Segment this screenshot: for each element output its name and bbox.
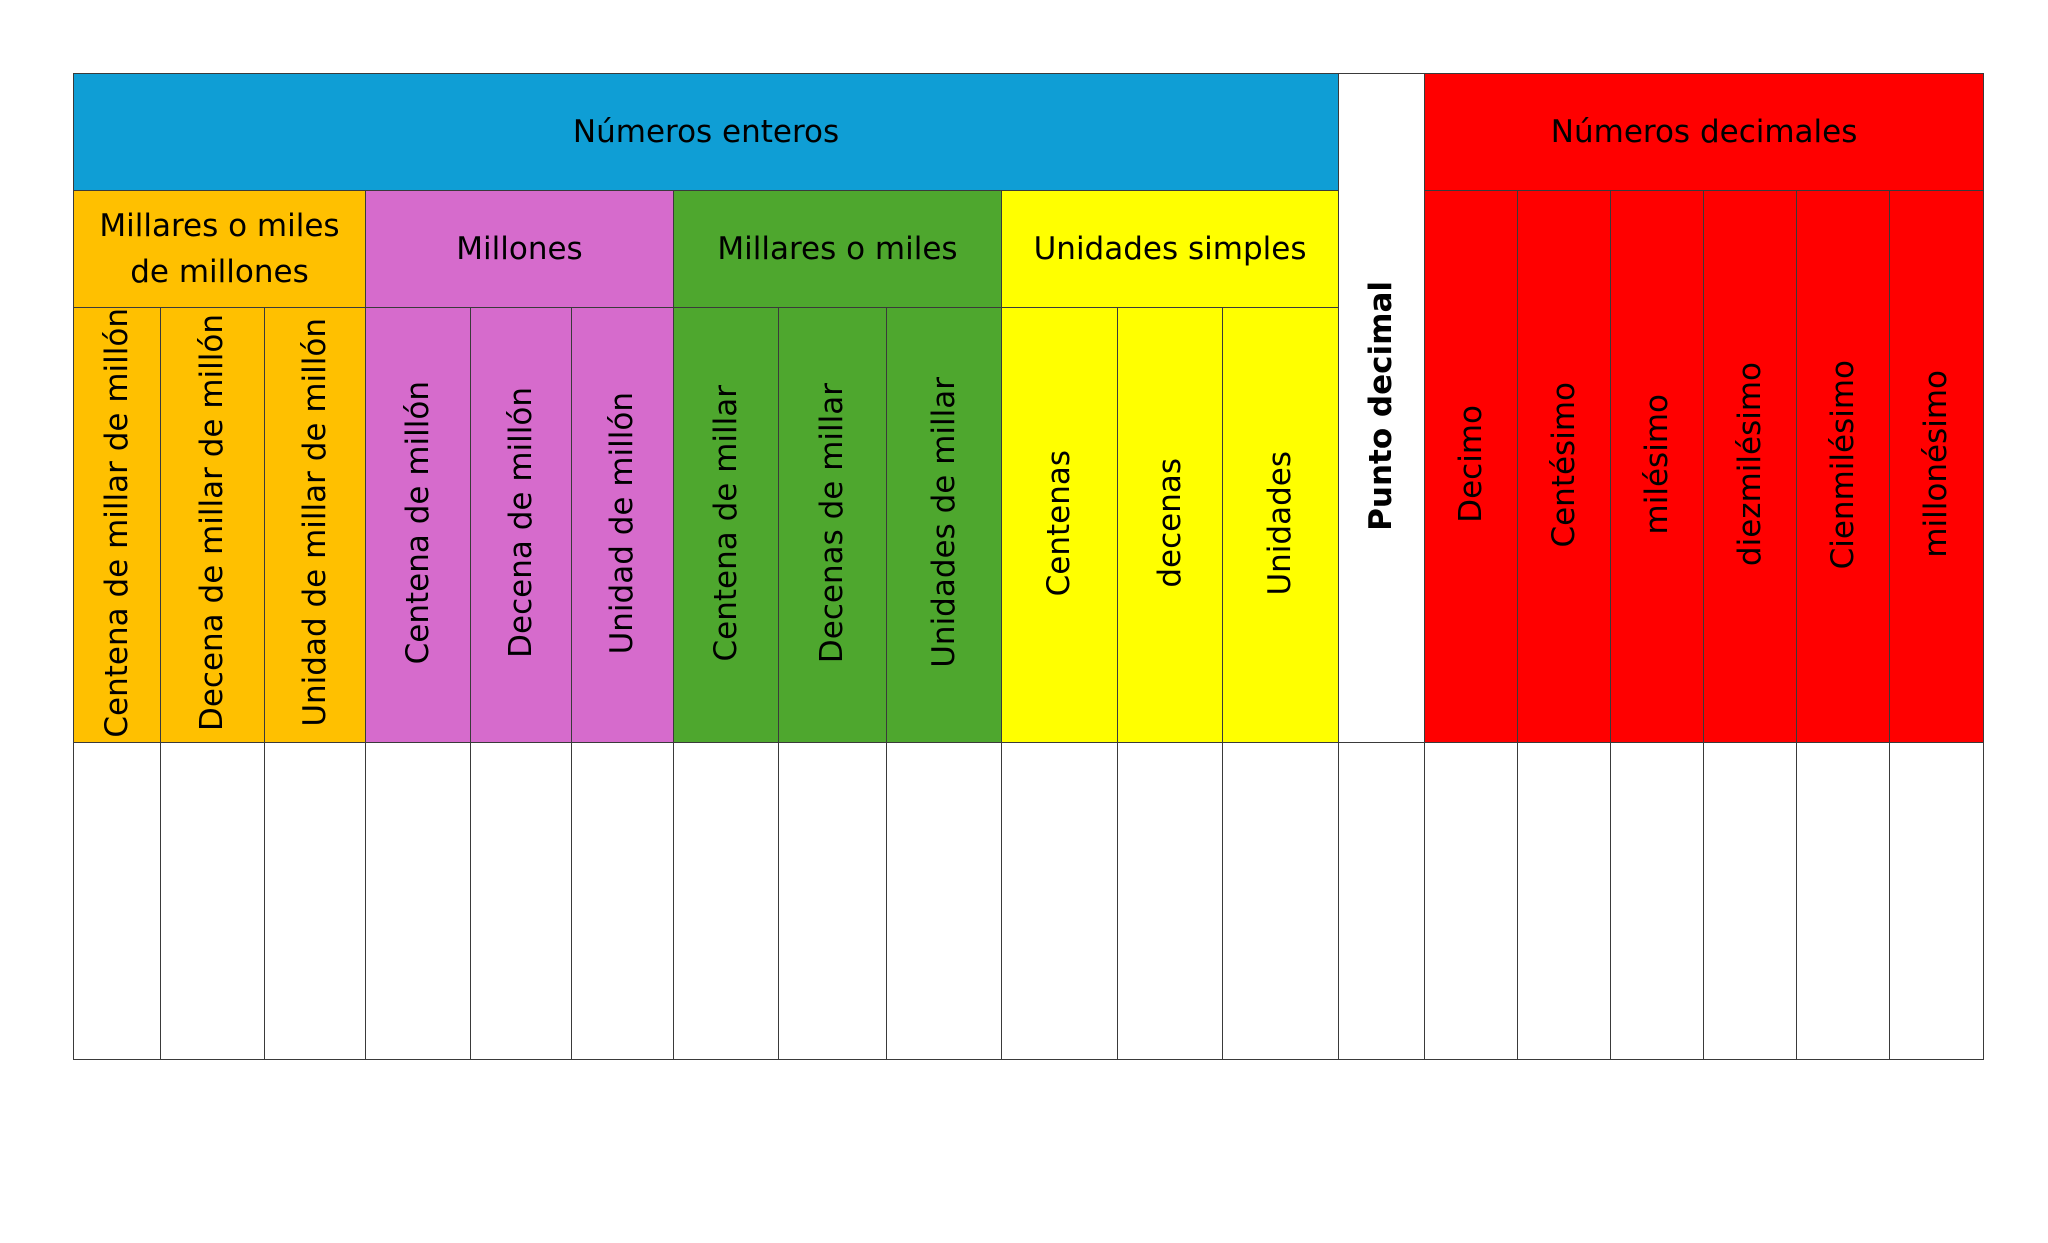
header-numeros-enteros: Números enteros — [72, 73, 1340, 191]
group-miles: Millares o miles — [673, 190, 1002, 308]
entry-cell[interactable] — [1703, 741, 1798, 1060]
place-unidades-label: Unidades — [1262, 450, 1299, 596]
place-unidad-millon-label: Unidad de millón — [604, 391, 640, 654]
entry-cell[interactable] — [160, 741, 265, 1060]
entry-cell[interactable] — [1610, 741, 1705, 1060]
place-diezmilesimo: diezmilésimo — [1703, 190, 1798, 743]
place-diezmilesimo-label: diezmilésimo — [1731, 362, 1768, 567]
place-centena-millar: Centena de millar — [673, 307, 779, 743]
group-unidades-simples-label: Unidades simples — [1033, 231, 1307, 267]
place-decena-millar-millon: Decena de millar de millón — [160, 307, 265, 743]
place-unidad-millon: Unidad de millón — [571, 307, 674, 743]
place-centena-millar-label: Centena de millar — [707, 384, 744, 662]
header-punto-decimal-label: Punto decimal — [1363, 280, 1400, 531]
header-numeros-decimales-label: Números decimales — [1550, 114, 1858, 150]
place-centenas-label: Centenas — [1041, 449, 1077, 596]
entry-cell[interactable] — [1796, 741, 1891, 1060]
entry-cell[interactable] — [1517, 741, 1612, 1060]
header-numeros-enteros-label: Números enteros — [572, 114, 840, 150]
header-punto-decimal: Punto decimal — [1338, 73, 1426, 743]
group-millones-label: Millones — [456, 231, 583, 267]
entry-cell[interactable] — [73, 741, 161, 1060]
place-cienmilesimo-label: Cienmilésimo — [1824, 359, 1861, 569]
place-centesimo-label: Centésimo — [1545, 381, 1582, 548]
entry-cell[interactable] — [1889, 741, 1985, 1060]
entry-cell[interactable] — [1117, 741, 1223, 1060]
place-centenas: Centenas — [1001, 307, 1118, 743]
place-centena-millar-millon: Centena de millar de millón — [73, 307, 161, 743]
place-milesimo: milésimo — [1610, 190, 1705, 743]
entry-cell[interactable] — [365, 741, 471, 1060]
place-unidad-millar-millon-label: Unidad de millar de millón — [296, 318, 333, 728]
entry-cell[interactable] — [470, 741, 572, 1060]
entry-cell[interactable] — [886, 741, 1002, 1060]
place-milesimo-label: milésimo — [1638, 394, 1675, 535]
place-decena-millar-millon-label: Decena de millar de millón — [194, 314, 230, 732]
entry-cell[interactable] — [778, 741, 887, 1060]
place-decenas-label: decenas — [1151, 457, 1188, 588]
entry-cell[interactable] — [1424, 741, 1519, 1060]
place-unidades-millar-label: Unidades de millar — [925, 377, 962, 669]
place-value-table: Números enteros Punto decimal Números de… — [72, 73, 1985, 1060]
group-unidades-simples: Unidades simples — [1000, 190, 1340, 308]
group-millones: Millones — [365, 190, 674, 308]
place-centena-millon-label: Centena de millón — [399, 381, 436, 665]
place-centena-millar-millon-label: Centena de millar de millón — [98, 308, 135, 738]
header-numeros-decimales: Números decimales — [1424, 73, 1985, 191]
entry-cell[interactable] — [1338, 741, 1426, 1060]
place-unidad-millar-millon: Unidad de millar de millón — [264, 307, 366, 743]
group-miles-label: Millares o miles — [717, 231, 958, 267]
place-decimo-label: Decimo — [1452, 405, 1489, 524]
entry-cell[interactable] — [1001, 741, 1118, 1060]
place-unidades: Unidades — [1221, 307, 1340, 743]
place-cienmilesimo: Cienmilésimo — [1796, 190, 1891, 743]
place-millonesimo-label: millonésimo — [1918, 370, 1955, 559]
group-miles-de-millones-label: Millares o miles de millones — [99, 208, 340, 290]
entry-row — [73, 741, 1985, 1060]
entry-cell[interactable] — [1221, 741, 1340, 1060]
place-decenas: decenas — [1117, 307, 1223, 743]
entry-cell[interactable] — [264, 741, 366, 1060]
place-millonesimo: millonésimo — [1889, 190, 1985, 743]
place-unidades-millar: Unidades de millar — [886, 307, 1002, 743]
entry-cell[interactable] — [673, 741, 779, 1060]
place-decenas-millar: Decenas de millar — [778, 307, 887, 743]
place-centesimo: Centésimo — [1517, 190, 1612, 743]
place-decena-millon-label: Decena de millón — [502, 387, 539, 659]
place-centena-millon: Centena de millón — [365, 307, 471, 743]
place-decimo: Decimo — [1424, 190, 1519, 743]
entry-cell[interactable] — [571, 741, 674, 1060]
place-decena-millon: Decena de millón — [470, 307, 572, 743]
place-decenas-millar-label: Decenas de millar — [814, 382, 850, 663]
group-miles-de-millones: Millares o miles de millones — [73, 190, 366, 308]
